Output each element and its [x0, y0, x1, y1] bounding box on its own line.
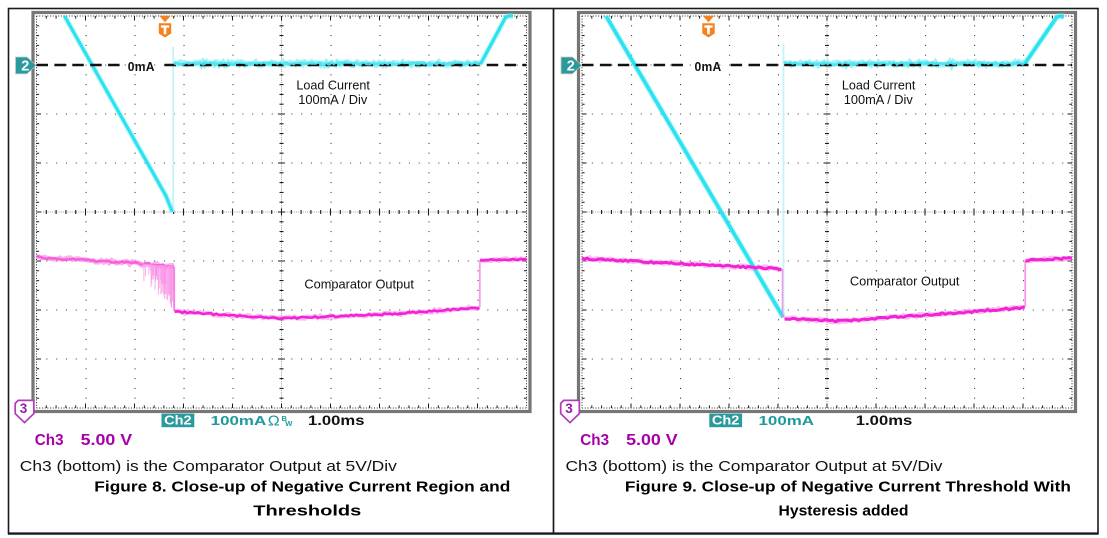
- svg-text:5.00 V: 5.00 V: [81, 432, 133, 449]
- svg-text:Ch2: Ch2: [712, 413, 740, 428]
- svg-text:100mA / Div: 100mA / Div: [844, 92, 914, 107]
- svg-text:Load Current: Load Current: [842, 77, 916, 92]
- svg-text:0mA: 0mA: [695, 59, 722, 74]
- svg-text:3: 3: [565, 401, 573, 416]
- svg-text:100mA: 100mA: [211, 413, 267, 428]
- svg-text:Ch3 (bottom) is the Comparator: Ch3 (bottom) is the Comparator Output at…: [566, 459, 944, 475]
- svg-text:3: 3: [20, 401, 28, 416]
- svg-text:100mA: 100mA: [759, 413, 815, 428]
- svg-text:Ch3: Ch3: [35, 432, 64, 449]
- svg-text:0mA: 0mA: [128, 59, 155, 74]
- svg-text:100mA / Div: 100mA / Div: [298, 92, 368, 107]
- svg-text:B: B: [282, 414, 288, 423]
- svg-text:Figure 8. Close-up of Negative: Figure 8. Close-up of Negative Current R…: [94, 480, 510, 496]
- svg-text:Comparator Output: Comparator Output: [304, 276, 414, 291]
- svg-text:Comparator Output: Comparator Output: [850, 273, 960, 288]
- svg-text:Ch3 (bottom) is the Comparator: Ch3 (bottom) is the Comparator Output at…: [20, 459, 398, 475]
- svg-text:Load Current: Load Current: [296, 77, 370, 92]
- svg-text:2: 2: [567, 59, 575, 75]
- svg-text:Ch3: Ch3: [580, 432, 609, 449]
- svg-text:Figure 9. Close-up of Negative: Figure 9. Close-up of Negative Current T…: [625, 480, 1071, 496]
- svg-text:1.00ms: 1.00ms: [856, 413, 913, 428]
- svg-text:W: W: [285, 419, 293, 428]
- svg-text:1.00ms: 1.00ms: [308, 413, 365, 428]
- svg-text:2: 2: [21, 59, 29, 75]
- svg-text:5.00 V: 5.00 V: [626, 432, 678, 449]
- svg-text:Ω: Ω: [268, 413, 280, 430]
- svg-text:Ch2: Ch2: [164, 413, 192, 428]
- svg-text:Thresholds: Thresholds: [253, 504, 361, 520]
- svg-text:Hysteresis added: Hysteresis added: [779, 504, 909, 520]
